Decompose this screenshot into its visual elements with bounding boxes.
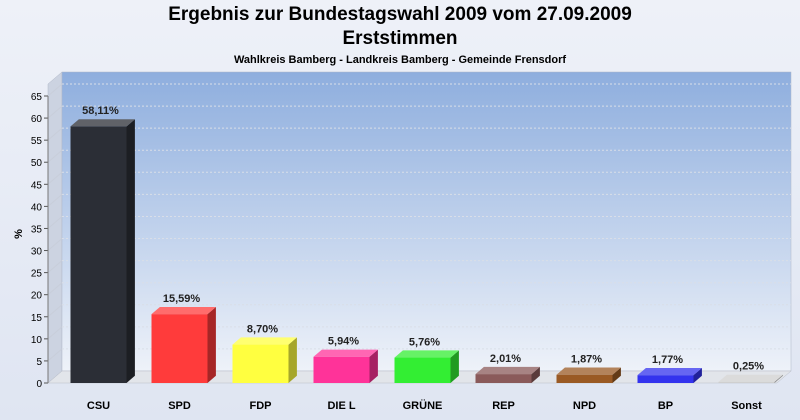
gridline-side: [47, 304, 63, 318]
bar-front: [232, 344, 289, 383]
bar-top: [637, 367, 702, 376]
bar-top: [718, 374, 783, 382]
chart-side-wall: [47, 71, 63, 384]
gridline-side: [47, 194, 63, 207]
gridline-side: [47, 149, 63, 163]
bar-npd: [556, 367, 621, 383]
bar-front: [718, 381, 775, 383]
y-tick-label: 35: [31, 224, 43, 235]
chart-subtitle: Erststimmen: [342, 28, 458, 49]
bar-gr-ne: [394, 350, 459, 383]
bar-top: [151, 306, 216, 315]
x-tick-label: FDP: [250, 400, 272, 412]
x-tick-label: NPD: [573, 400, 596, 412]
data-label: 8,70%: [247, 323, 278, 335]
x-tick-label: Sonst: [731, 400, 762, 412]
gridline-side: [47, 348, 63, 362]
y-tick-label: 60: [31, 114, 43, 125]
bar-front: [151, 314, 208, 383]
data-label: 5,94%: [328, 336, 359, 348]
data-label: 0,25%: [733, 361, 764, 373]
data-label: 58,11%: [82, 105, 119, 117]
gridline-side: [47, 238, 63, 251]
bar-side: [450, 350, 459, 383]
bar-side: [612, 367, 621, 383]
bar-top: [556, 367, 621, 375]
bar-side: [693, 367, 702, 383]
bar-csu: [70, 119, 135, 384]
bar-front: [475, 374, 532, 383]
bar-top: [475, 366, 540, 375]
bar-top: [70, 119, 135, 127]
bar-fdp: [232, 337, 297, 383]
data-label: 2,01%: [490, 353, 521, 365]
bar-top: [313, 349, 378, 357]
bar-top: [232, 337, 297, 345]
y-axis-label: %: [13, 229, 25, 239]
gridline-side: [47, 83, 63, 97]
data-label: 15,59%: [163, 293, 201, 305]
y-tick-label: 30: [31, 247, 43, 258]
gridline-side: [47, 171, 63, 185]
bar-front: [556, 374, 613, 383]
bar-side: [126, 119, 135, 384]
bar-front: [70, 126, 127, 383]
bar-side: [531, 366, 540, 383]
data-label: 1,87%: [571, 354, 602, 366]
x-tick-label: DIE L: [327, 400, 355, 412]
x-tick-label: CSU: [87, 400, 110, 412]
data-label: 5,76%: [409, 336, 440, 348]
bar-bp: [637, 367, 702, 383]
y-tick-label: 15: [31, 313, 43, 324]
bar-side: [369, 349, 378, 383]
gridline-side: [47, 127, 63, 141]
bar-side: [288, 337, 297, 383]
gridline-side: [47, 216, 63, 229]
x-tick-label: SPD: [168, 400, 191, 412]
y-tick-label: 5: [36, 357, 42, 368]
bar-sonst: [718, 374, 783, 383]
gridline-side: [47, 260, 63, 273]
chart-subtitle-region: Wahlkreis Bamberg - Landkreis Bamberg - …: [233, 54, 567, 66]
y-tick-label: 45: [31, 180, 43, 191]
bar-side: [207, 306, 216, 383]
bar-rep: [475, 366, 540, 383]
gridline-side: [47, 282, 63, 296]
chart-title: Ergebnis zur Bundestagswahl 2009 vom 27.…: [168, 4, 632, 25]
x-tick-label: REP: [492, 400, 515, 412]
data-label: 1,77%: [652, 354, 683, 366]
y-tick-label: 50: [31, 158, 43, 169]
x-tick-label: GRÜNE: [403, 399, 443, 412]
y-tick-label: 20: [31, 291, 43, 302]
bar-spd: [151, 306, 216, 383]
y-tick-label: 0: [36, 379, 42, 390]
bar-front: [637, 375, 694, 383]
bar-front: [394, 357, 451, 383]
y-tick-label: 55: [31, 136, 43, 147]
bar-die-l: [313, 349, 378, 383]
y-tick-label: 65: [31, 92, 43, 103]
y-tick-label: 25: [31, 269, 43, 280]
bar-side: [774, 374, 783, 383]
gridline-side: [47, 326, 63, 340]
bar-front: [313, 356, 370, 383]
y-tick-label: 10: [31, 335, 43, 346]
x-tick-label: BP: [658, 400, 673, 412]
gridline-side: [47, 105, 63, 119]
bar-top: [394, 350, 459, 358]
y-tick-label: 40: [31, 202, 43, 213]
